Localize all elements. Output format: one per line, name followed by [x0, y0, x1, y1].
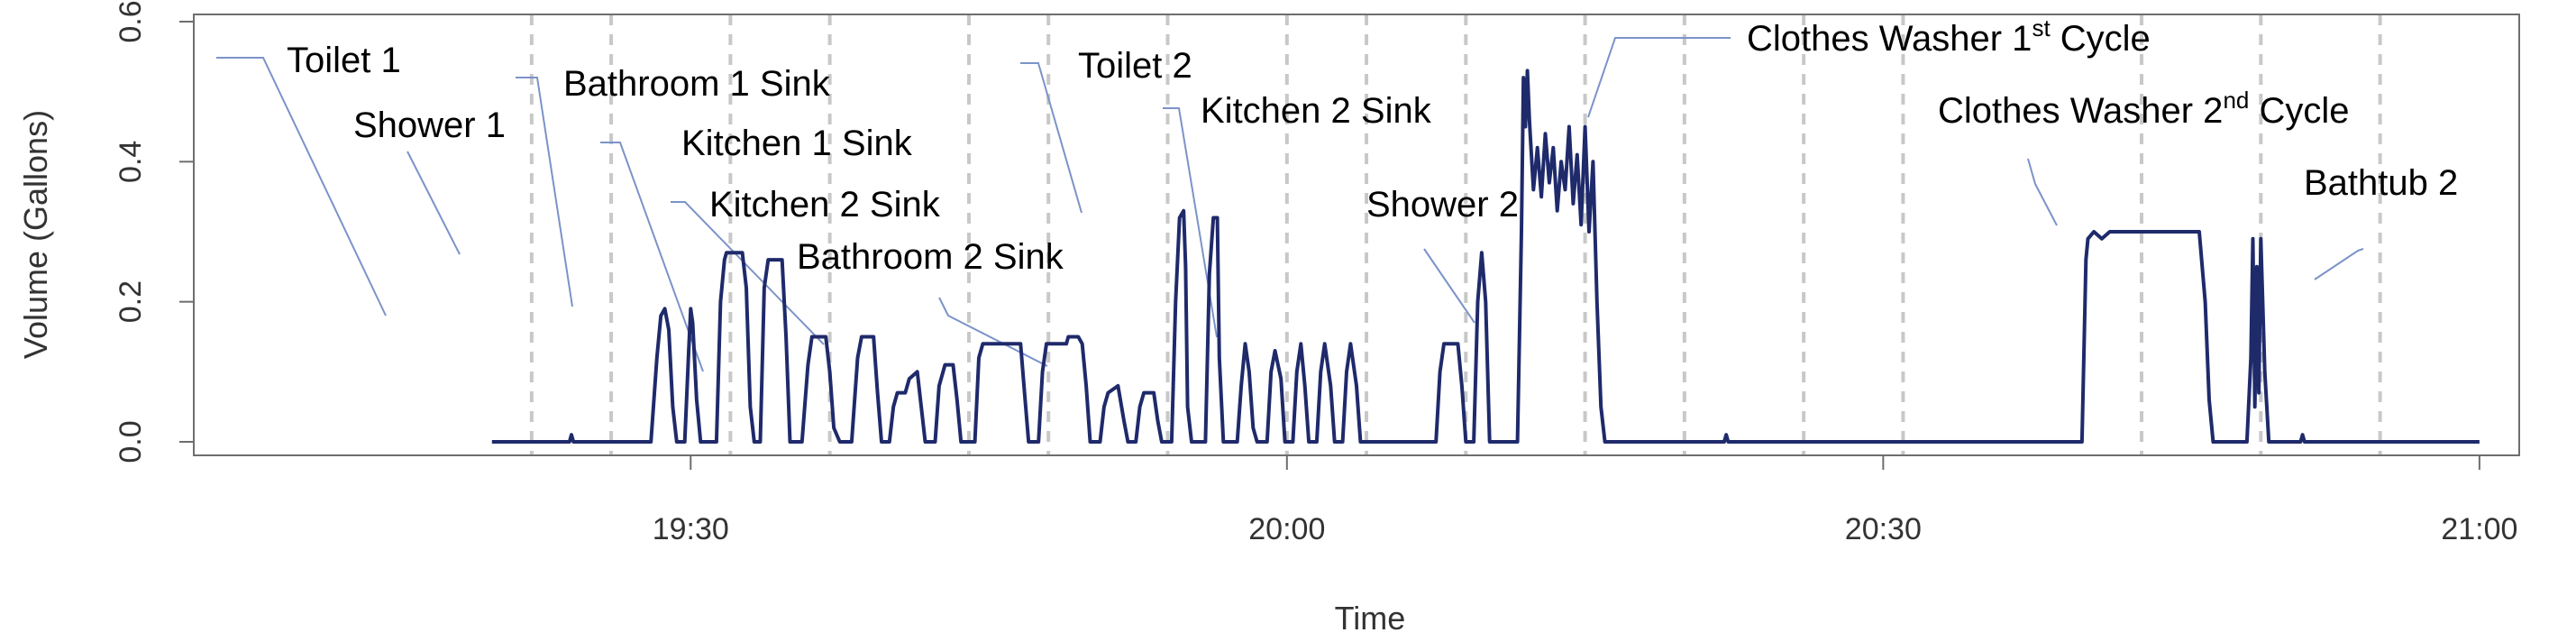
annotation-leader-8: [1423, 248, 1475, 324]
annotation-label-1: Shower 1: [353, 105, 506, 145]
y-axis-title: Volume (Gallons): [17, 110, 54, 359]
y-tick-label-1: 0.2: [114, 280, 148, 323]
y-tick-label-0: 0.0: [114, 420, 148, 463]
y-tick-label-3: 0.6: [114, 0, 148, 42]
annotation-leader-3: [600, 142, 704, 372]
x-tick-label-1: 20:00: [1248, 512, 1325, 546]
y-axis: 0.0 0.2 0.4 0.6: [114, 0, 195, 463]
annotation-label-7: Kitchen 2 Sink: [1201, 91, 1432, 131]
annotation-leader-10: [2027, 158, 2058, 226]
annotation-label-6: Toilet 2: [1078, 46, 1192, 86]
annotation-label-5: Bathroom 2 Sink: [797, 237, 1064, 277]
annotation-leaders: [216, 37, 2364, 372]
series-line: [491, 69, 2480, 444]
annotation-leader-1: [406, 151, 461, 255]
annotation-label-9: Clothes Washer 1st Cycle: [1747, 14, 2151, 59]
y-tick-label-2: 0.4: [114, 141, 148, 183]
annotation-leader-0: [216, 57, 387, 316]
annotation-leader-6: [1020, 62, 1082, 214]
annotation-leader-7: [1163, 107, 1218, 338]
annotation-leader-4: [671, 201, 825, 345]
annotations: Toilet 1 Shower 1 Bathroom 1 Sink Kitchen 1…: [287, 14, 2458, 277]
x-tick-label-3: 21:00: [2441, 512, 2517, 546]
x-axis-title: Time: [1335, 600, 1406, 637]
x-tick-label-0: 19:30: [653, 512, 729, 546]
vertical-guides: [529, 14, 2382, 455]
annotation-label-3: Kitchen 1 Sink: [681, 124, 913, 163]
annotation-label-0: Toilet 1: [287, 41, 401, 80]
annotation-label-10: Clothes Washer 2nd Cycle: [1938, 87, 2350, 131]
x-axis: 19:30 20:00 20:30 21:00: [653, 454, 2517, 546]
annotation-leader-11: [2314, 248, 2364, 280]
annotation-label-11: Bathtub 2: [2304, 163, 2458, 203]
x-tick-label-2: 20:30: [1845, 512, 1922, 546]
annotation-label-8: Shower 2: [1366, 185, 1519, 225]
annotation-label-4: Kitchen 2 Sink: [709, 185, 941, 225]
annotation-leader-2: [516, 77, 573, 307]
annotation-label-2: Bathroom 1 Sink: [563, 64, 831, 104]
annotation-leader-5: [938, 297, 1048, 367]
annotation-leader-9: [1587, 37, 1731, 118]
